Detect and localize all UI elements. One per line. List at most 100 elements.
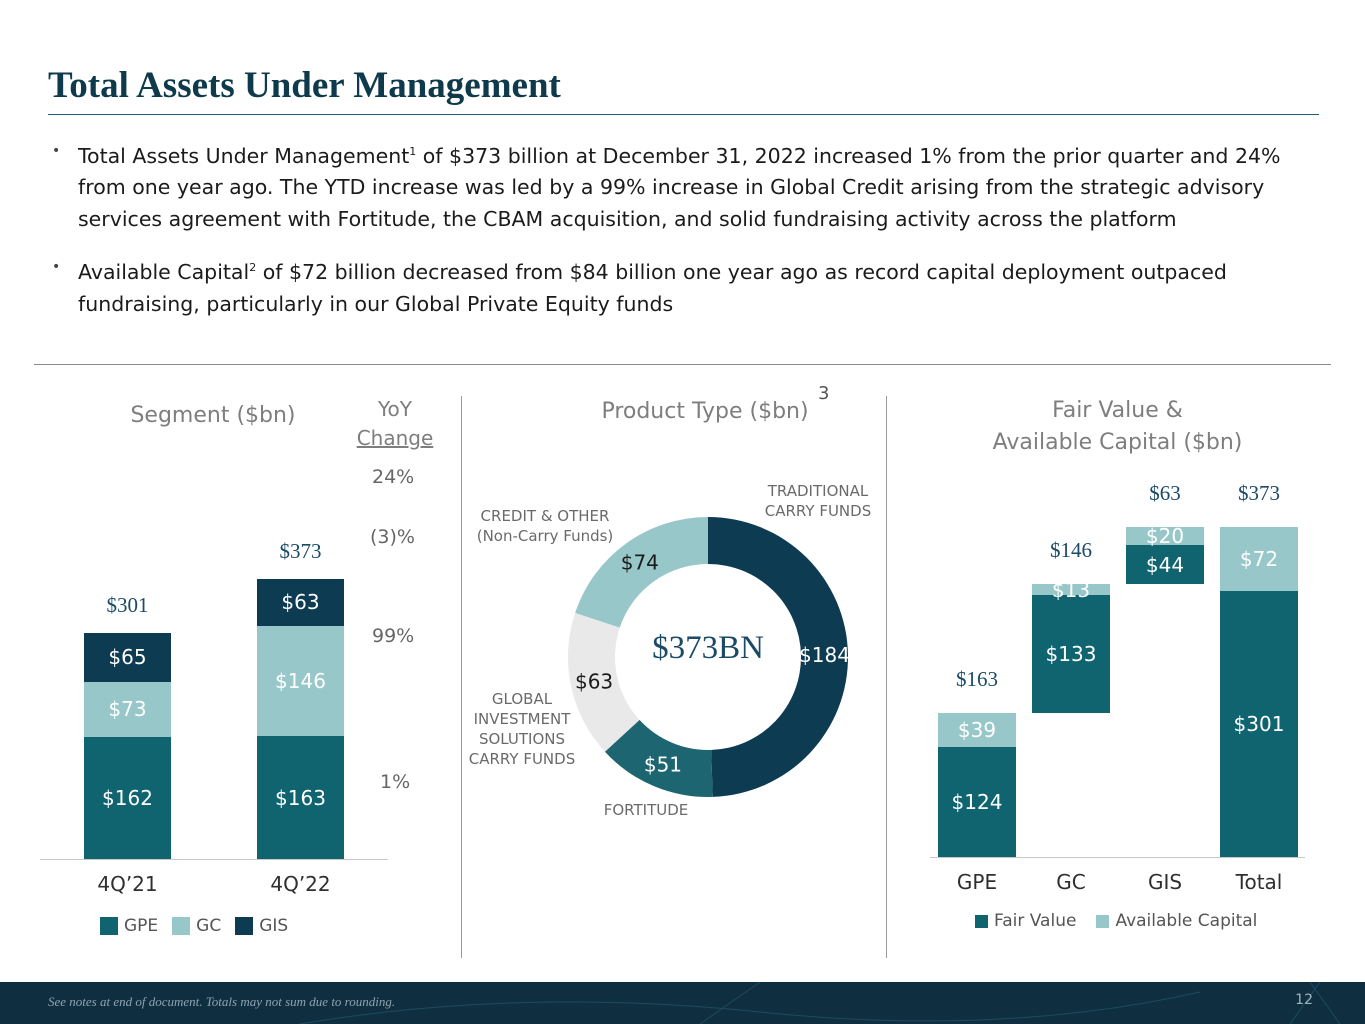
donut-slice [708, 517, 848, 797]
donut-slice-label: $63 [575, 669, 613, 693]
bar-value-label: $133 [1045, 642, 1097, 667]
x-tick-label: Total [1235, 870, 1283, 894]
footer-curve [699, 982, 1341, 1024]
yoy-gis: (3)% [370, 526, 415, 548]
bar-segment-gc: $73 [84, 681, 171, 737]
bar-total-label: $301 [106, 592, 149, 617]
donut-slice-label: $51 [644, 752, 682, 776]
bar-value-label: $73 [108, 697, 147, 722]
yoy-total: 24% [372, 466, 415, 488]
x-tick-label: GIS [1147, 870, 1183, 894]
legend-swatch-gis [235, 917, 254, 935]
bar-value-label: $146 [275, 669, 326, 694]
bar-total-label: $373 [1238, 481, 1280, 506]
slice-name-line: CREDIT & OTHER [480, 507, 610, 525]
donut-slice [575, 517, 708, 628]
section-divider [34, 364, 1331, 365]
footer-note: See notes at end of document. Totals may… [48, 994, 396, 1009]
legend-label: Available Capital [1115, 911, 1258, 931]
bar-available-capital: $20 [1126, 524, 1204, 549]
slice-name-line: TRADITIONAL [767, 482, 869, 500]
x-axis-line [40, 859, 388, 860]
bar-available-capital: $13 [1032, 578, 1110, 602]
x-tick-label: 4Q’21 [97, 872, 158, 896]
slice-name-line: INVESTMENT [473, 710, 571, 728]
segment-chart-title: Segment ($bn) [130, 403, 296, 428]
product-donut-chart: $184 $51 $63 $74 [568, 517, 850, 797]
x-axis-line [930, 857, 1305, 858]
yoy-header-line: Change [356, 426, 434, 450]
bar-value-label: $20 [1145, 524, 1185, 549]
footnote-ref: 1 [409, 145, 417, 158]
bar-value-label: $63 [281, 590, 320, 615]
page-title: Total Assets Under Management [48, 65, 561, 106]
bullet-text: Total Assets Under Management [78, 143, 410, 168]
segment-legend: GPE GC GIS [100, 916, 288, 936]
product-chart-title: Product Type ($bn) [570, 399, 840, 424]
donut-slice-label: $74 [621, 551, 659, 575]
slice-name-line: SOLUTIONS [478, 730, 566, 748]
legend-swatch-gpe [100, 917, 118, 935]
bar-total-label: $163 [956, 666, 998, 691]
bullet-list: Total Assets Under Management1 of $373 b… [52, 136, 1302, 337]
bar-value-label: $44 [1145, 552, 1185, 577]
bar-available-capital: $72 [1220, 527, 1298, 592]
bar-total-label: $373 [279, 538, 322, 563]
legend-label: Fair Value [994, 911, 1077, 931]
bar-total-label: $63 [1149, 481, 1181, 506]
segment-chart: $162 $73 $65 $301 4Q’21 $163 $146 $63 $373 4Q’22 [0, 0, 460, 980]
footer-decoration [299, 982, 1341, 1024]
legend-swatch-available-capital [1096, 914, 1110, 928]
bar-total-label: $146 [1050, 537, 1092, 562]
bar-segment-gis: $65 [84, 632, 171, 682]
bar-fair-value: $133 [1032, 595, 1110, 713]
bullet-text: of $72 billion decreased from $84 billio… [78, 260, 1227, 316]
bar-segment-gis: $63 [257, 578, 344, 627]
bar-available-capital: $39 [938, 712, 1016, 748]
donut-slice-label: $184 [799, 643, 850, 667]
x-tick-label: GPE [956, 870, 998, 894]
bar-segment-gpe: $162 [84, 736, 171, 859]
bar-segment-gpe: $163 [257, 736, 344, 859]
bar-value-label: $72 [1239, 547, 1279, 572]
title-divider [48, 114, 1319, 115]
fv-title-line: Available Capital ($bn) [992, 430, 1243, 455]
slice-name-line: CARRY FUNDS [468, 750, 576, 768]
bullet-text: of $373 billion at December 31, 2022 inc… [78, 143, 1281, 231]
bar-fair-value: $301 [1220, 591, 1298, 857]
footer-curve [299, 991, 1201, 1024]
yoy-gpe: 1% [380, 771, 411, 793]
bar-value-label: $39 [957, 718, 997, 743]
bar-value-label: $162 [102, 785, 153, 810]
page-number: 12 [1295, 992, 1313, 1008]
bar-value-label: $163 [275, 785, 326, 810]
bar-fair-value: $44 [1126, 545, 1204, 584]
bullet-item: Total Assets Under Management1 of $373 b… [52, 136, 1302, 235]
panel-divider [461, 396, 462, 958]
fv-legend: Fair Value Available Capital [975, 911, 1257, 931]
bullet-item: Available Capital2 of $72 billion decrea… [52, 252, 1302, 320]
fv-title-line: Fair Value & [1052, 398, 1183, 423]
slice-name-traditional: TRADITIONAL CARRY FUNDS [758, 481, 878, 521]
slice-name-line: GLOBAL [491, 690, 553, 708]
donut-center-label: $373BN [652, 630, 764, 666]
legend-swatch-fair-value [975, 914, 988, 928]
slice-name-line: CARRY FUNDS [764, 502, 872, 520]
footnote-ref: 2 [249, 261, 257, 275]
bullet-text: Available Capital [78, 260, 250, 285]
x-tick-label: GC [1056, 870, 1086, 894]
yoy-header: YoY Change [340, 395, 450, 453]
bar-value-label: $124 [951, 790, 1003, 815]
legend-label: GC [196, 916, 222, 936]
slice-name-gis: GLOBAL INVESTMENT SOLUTIONS CARRY FUNDS [462, 689, 582, 769]
donut-slice [604, 719, 713, 797]
slice-name-line: (Non-Carry Funds) [476, 527, 614, 545]
panel-divider [886, 396, 887, 958]
bar-fair-value: $124 [938, 747, 1016, 857]
yoy-gc: 99% [372, 625, 415, 647]
slice-name-credit: CREDIT & OTHER (Non-Carry Funds) [470, 506, 620, 546]
product-title-text: Product Type ($bn) [601, 399, 809, 424]
slice-name-fortitude: FORTITUDE [603, 801, 689, 819]
x-tick-label: 4Q’22 [270, 872, 331, 896]
bar-value-label: $301 [1233, 712, 1285, 736]
